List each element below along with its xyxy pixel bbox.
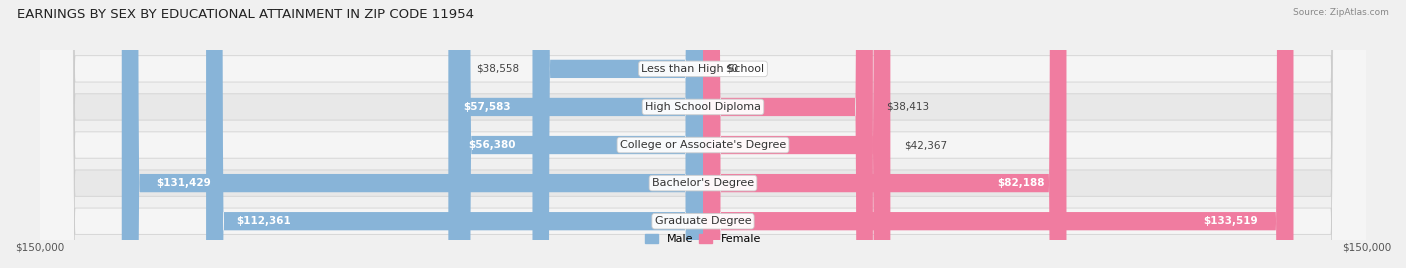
FancyBboxPatch shape	[39, 0, 1367, 268]
FancyBboxPatch shape	[533, 0, 703, 268]
Text: $112,361: $112,361	[236, 216, 291, 226]
Text: EARNINGS BY SEX BY EDUCATIONAL ATTAINMENT IN ZIP CODE 11954: EARNINGS BY SEX BY EDUCATIONAL ATTAINMEN…	[17, 8, 474, 21]
Text: Less than High School: Less than High School	[641, 64, 765, 74]
Text: Source: ZipAtlas.com: Source: ZipAtlas.com	[1294, 8, 1389, 17]
Text: $82,188: $82,188	[997, 178, 1045, 188]
FancyBboxPatch shape	[207, 0, 703, 268]
FancyBboxPatch shape	[703, 0, 1067, 268]
FancyBboxPatch shape	[703, 0, 1294, 268]
FancyBboxPatch shape	[703, 0, 890, 268]
Text: $0: $0	[725, 64, 738, 74]
FancyBboxPatch shape	[454, 0, 703, 268]
FancyBboxPatch shape	[39, 0, 1367, 268]
Text: $131,429: $131,429	[156, 178, 211, 188]
Text: $133,519: $133,519	[1204, 216, 1258, 226]
FancyBboxPatch shape	[703, 0, 873, 268]
Text: $42,367: $42,367	[904, 140, 946, 150]
Text: $56,380: $56,380	[468, 140, 516, 150]
Legend: Male, Female: Male, Female	[644, 234, 762, 244]
FancyBboxPatch shape	[39, 0, 1367, 268]
FancyBboxPatch shape	[39, 0, 1367, 268]
Text: High School Diploma: High School Diploma	[645, 102, 761, 112]
Text: $57,583: $57,583	[464, 102, 512, 112]
Text: Graduate Degree: Graduate Degree	[655, 216, 751, 226]
Text: $38,413: $38,413	[886, 102, 929, 112]
Text: Bachelor's Degree: Bachelor's Degree	[652, 178, 754, 188]
Text: College or Associate's Degree: College or Associate's Degree	[620, 140, 786, 150]
Text: $38,558: $38,558	[477, 64, 519, 74]
FancyBboxPatch shape	[449, 0, 703, 268]
FancyBboxPatch shape	[39, 0, 1367, 268]
FancyBboxPatch shape	[122, 0, 703, 268]
